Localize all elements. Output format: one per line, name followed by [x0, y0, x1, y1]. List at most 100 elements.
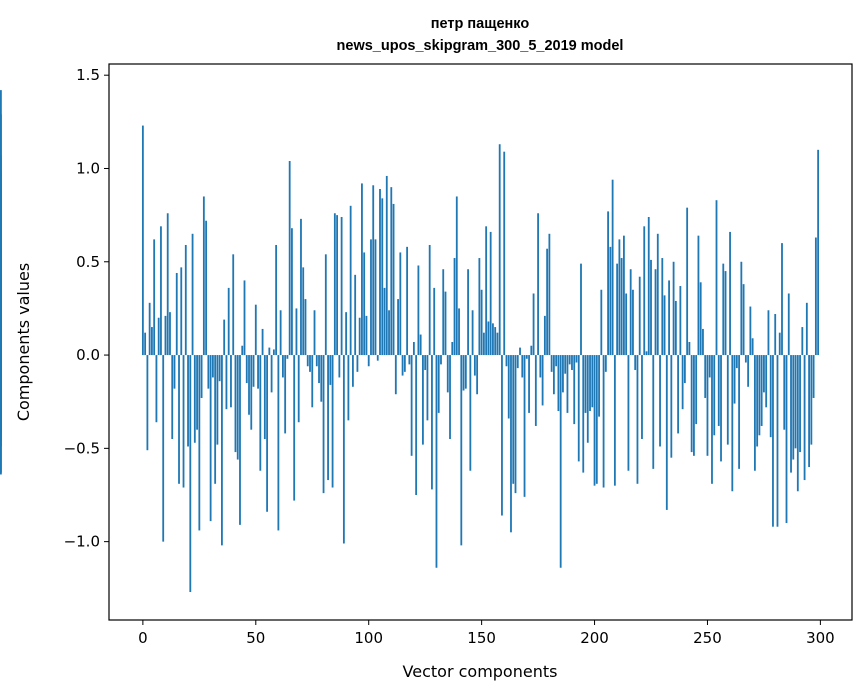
bar — [155, 355, 158, 423]
bar — [546, 248, 549, 356]
bar — [720, 355, 722, 462]
bar — [313, 310, 316, 356]
bar — [410, 355, 413, 456]
bar — [392, 203, 395, 356]
bar — [505, 355, 508, 367]
bar — [607, 211, 609, 356]
bar — [160, 226, 162, 356]
x-axis-label: Vector components — [403, 662, 558, 681]
bar — [349, 205, 352, 356]
bar — [550, 355, 553, 372]
bar — [277, 355, 280, 531]
bar — [327, 355, 329, 481]
bar — [189, 355, 192, 593]
bar — [268, 347, 271, 356]
bar — [602, 355, 605, 488]
bar — [507, 355, 510, 419]
bar — [214, 355, 217, 484]
bar — [460, 355, 463, 546]
bar — [591, 355, 594, 408]
bar — [652, 355, 655, 469]
bar — [363, 252, 366, 356]
bar — [577, 355, 580, 462]
bar — [562, 355, 564, 393]
bar — [582, 355, 585, 473]
bar — [216, 355, 219, 445]
bar — [706, 355, 709, 456]
bar — [564, 355, 567, 374]
bar — [530, 345, 533, 356]
bar — [711, 355, 713, 484]
bar — [449, 355, 451, 440]
bar — [595, 355, 598, 484]
bar — [758, 355, 761, 436]
bar — [580, 263, 582, 356]
x-tick-label: 150 — [467, 629, 496, 647]
bar — [281, 355, 284, 378]
bar — [708, 355, 711, 378]
bar — [431, 355, 433, 490]
bar — [180, 267, 183, 356]
bar — [451, 342, 454, 356]
bar — [740, 261, 743, 356]
bar — [370, 239, 372, 356]
bar — [618, 239, 621, 356]
bar — [428, 244, 431, 356]
bar — [390, 187, 393, 356]
bar — [295, 308, 298, 356]
y-tick-label: 0.0 — [76, 346, 100, 364]
bar — [259, 355, 262, 471]
bar — [796, 355, 799, 492]
bar — [200, 355, 203, 398]
bar — [541, 355, 544, 406]
bar — [221, 355, 223, 546]
bar — [0, 114, 2, 356]
bar — [358, 317, 361, 356]
bar — [352, 355, 354, 387]
bar — [417, 265, 420, 356]
bar — [713, 355, 716, 436]
bar — [593, 355, 596, 486]
bar — [162, 355, 165, 542]
bar — [702, 328, 704, 356]
bar — [794, 355, 797, 449]
bar — [683, 355, 686, 384]
bar — [239, 355, 241, 525]
bar — [482, 332, 485, 356]
bar — [365, 315, 368, 356]
bar — [198, 355, 201, 531]
bar — [164, 315, 167, 356]
bar — [309, 355, 311, 372]
bar — [424, 355, 427, 370]
bar — [196, 355, 198, 430]
bar — [496, 332, 499, 356]
bar — [446, 355, 449, 393]
bar — [528, 355, 530, 413]
bar — [318, 355, 320, 384]
bar — [311, 355, 314, 408]
bar — [785, 355, 788, 523]
bar — [693, 355, 695, 456]
bar — [632, 289, 634, 356]
bar — [478, 258, 481, 356]
y-axis-label: Components values — [14, 263, 33, 421]
bar — [503, 151, 506, 356]
bar — [320, 355, 323, 402]
bar — [803, 355, 806, 481]
plot-frame — [108, 63, 853, 621]
bar — [571, 355, 573, 370]
bar — [297, 355, 300, 423]
bar — [613, 355, 616, 486]
bar — [187, 355, 189, 447]
bar — [171, 355, 174, 440]
bar — [656, 233, 659, 356]
bar — [342, 355, 345, 544]
bar — [559, 355, 562, 568]
bar — [729, 231, 731, 356]
bar — [437, 355, 440, 413]
bar — [397, 299, 399, 356]
bar — [302, 267, 305, 356]
bar — [731, 355, 734, 492]
bar — [805, 302, 808, 356]
bar — [399, 252, 402, 356]
